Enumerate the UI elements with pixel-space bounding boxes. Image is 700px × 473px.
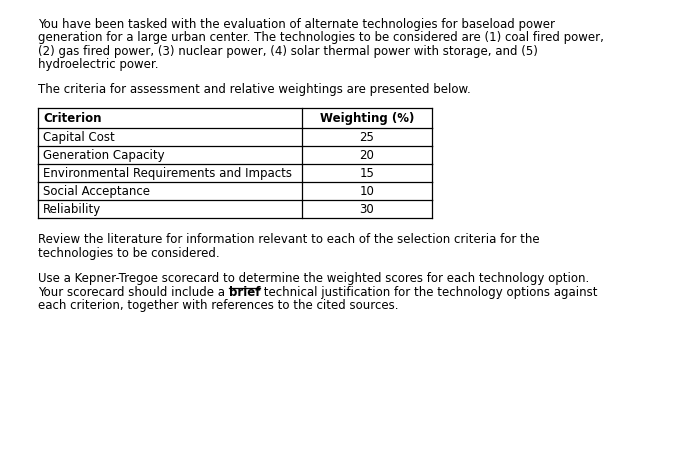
- Text: Review the literature for information relevant to each of the selection criteria: Review the literature for information re…: [38, 233, 540, 246]
- Text: each criterion, together with references to the cited sources.: each criterion, together with references…: [38, 299, 398, 313]
- Text: technologies to be considered.: technologies to be considered.: [38, 247, 220, 260]
- Text: The criteria for assessment and relative weightings are presented below.: The criteria for assessment and relative…: [38, 83, 470, 96]
- Text: Your scorecard should include a: Your scorecard should include a: [38, 286, 229, 299]
- Text: Generation Capacity: Generation Capacity: [43, 149, 164, 162]
- Text: Capital Cost: Capital Cost: [43, 131, 115, 144]
- Text: hydroelectric power.: hydroelectric power.: [38, 59, 158, 71]
- Text: 15: 15: [360, 167, 374, 180]
- Text: 30: 30: [360, 203, 374, 216]
- Text: Reliability: Reliability: [43, 203, 102, 216]
- Text: generation for a large urban center. The technologies to be considered are (1) c: generation for a large urban center. The…: [38, 32, 604, 44]
- Text: (2) gas fired power, (3) nuclear power, (4) solar thermal power with storage, an: (2) gas fired power, (3) nuclear power, …: [38, 45, 538, 58]
- Text: 20: 20: [360, 149, 374, 162]
- Text: Criterion: Criterion: [43, 112, 102, 125]
- Text: Environmental Requirements and Impacts: Environmental Requirements and Impacts: [43, 167, 292, 180]
- Text: 10: 10: [360, 185, 374, 198]
- Text: You have been tasked with the evaluation of alternate technologies for baseload : You have been tasked with the evaluation…: [38, 18, 555, 31]
- Text: Use a Kepner-Tregoe scorecard to determine the weighted scores for each technolo: Use a Kepner-Tregoe scorecard to determi…: [38, 272, 589, 285]
- Text: technical justification for the technology options against: technical justification for the technolo…: [260, 286, 598, 299]
- Text: brief: brief: [229, 286, 260, 299]
- Text: Social Acceptance: Social Acceptance: [43, 185, 150, 198]
- Text: 25: 25: [360, 131, 374, 144]
- Text: Weighting (%): Weighting (%): [320, 112, 414, 125]
